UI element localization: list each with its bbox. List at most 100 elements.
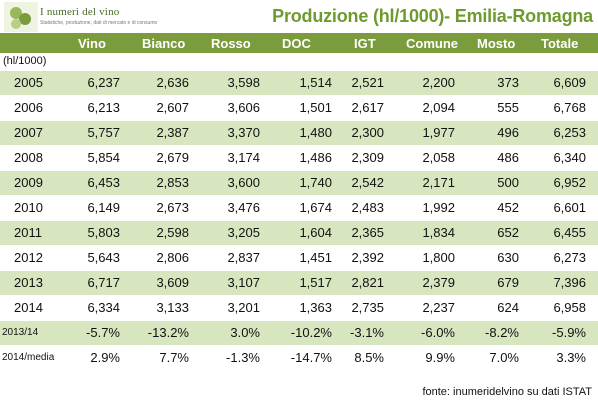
table-cell: 652 — [467, 219, 531, 245]
table-cell: 5,803 — [68, 219, 132, 245]
table-cell: 1,517 — [272, 269, 344, 295]
column-header: Bianco — [142, 35, 186, 51]
table-cell: 496 — [467, 119, 531, 145]
table-cell: 7.7% — [132, 344, 201, 370]
table-cell: 6,237 — [68, 69, 132, 95]
table-row: 2014 6,334 3,133 3,201 1,363 2,735 2,237 624 6,9… — [0, 294, 598, 320]
table-row: 2006 6,213 2,607 3,606 1,501 2,617 2,094 555 6,7… — [0, 94, 598, 120]
column-header — [0, 33, 68, 53]
table-cell: 2,636 — [132, 69, 201, 95]
table-cell: 2,806 — [132, 244, 201, 270]
table-cell: 2,617 — [344, 94, 396, 120]
table-row: 2005 6,237 2,636 3,598 1,514 2,521 2,200 373 6,6… — [0, 69, 598, 95]
table-cell: 3,600 — [201, 169, 272, 195]
table-cell: 6,768 — [531, 94, 598, 120]
table-cell: -3.1% — [344, 319, 396, 345]
table-cell: 5,854 — [68, 144, 132, 170]
grape-logo-icon — [4, 2, 38, 32]
row-label: 2014/media — [0, 344, 68, 370]
table-row: 2011 5,803 2,598 3,205 1,604 2,365 1,834 652 6,4… — [0, 219, 598, 245]
table-cell: 6,253 — [531, 119, 598, 145]
table-cell: 6,455 — [531, 219, 598, 245]
table-cell: 1,363 — [272, 294, 344, 320]
row-label: 2013 — [0, 269, 68, 295]
table-header-row: Vino Bianco Rosso DOC IGT Comune Mosto Totale — [0, 33, 598, 53]
table-cell: 2,853 — [132, 169, 201, 195]
table-cell: 2,200 — [396, 69, 467, 95]
table-cell: 6,340 — [531, 144, 598, 170]
column-header: Rosso — [211, 35, 251, 51]
table-row: 2008 5,854 2,679 3,174 1,486 2,309 2,058 486 6,3… — [0, 144, 598, 170]
column-header: DOC — [282, 35, 311, 51]
table-cell: 2,094 — [396, 94, 467, 120]
table-cell: 3.0% — [201, 319, 272, 345]
table-cell: -5.7% — [68, 319, 132, 345]
column-header: Comune — [406, 35, 458, 51]
logo-subtitle: Statistiche, produzione, dati di mercato… — [40, 20, 158, 26]
table-cell: 1,501 — [272, 94, 344, 120]
table-cell: 2.9% — [68, 344, 132, 370]
table-cell: 679 — [467, 269, 531, 295]
table-cell: 3,598 — [201, 69, 272, 95]
row-label: 2014 — [0, 294, 68, 320]
row-label: 2011 — [0, 219, 68, 245]
table-cell: 486 — [467, 144, 531, 170]
table-cell: 8.5% — [344, 344, 396, 370]
row-label: 2005 — [0, 69, 68, 95]
table-cell: 3,609 — [132, 269, 201, 295]
table-row: 2013/14 -5.7% -13.2% 3.0% -10.2% -3.1% -6.0% -8… — [0, 319, 598, 345]
table-cell: 2,837 — [201, 244, 272, 270]
table-cell: 2,379 — [396, 269, 467, 295]
table-cell: 1,674 — [272, 194, 344, 220]
table-cell: 2,542 — [344, 169, 396, 195]
table-cell: 624 — [467, 294, 531, 320]
table-cell: 2,171 — [396, 169, 467, 195]
table-cell: 2,392 — [344, 244, 396, 270]
table-cell: 3,370 — [201, 119, 272, 145]
table-cell: 2,300 — [344, 119, 396, 145]
row-label: 2013/14 — [0, 319, 68, 345]
table-cell: 373 — [467, 69, 531, 95]
table-cell: 5,643 — [68, 244, 132, 270]
production-table: Vino Bianco Rosso DOC IGT Comune Mosto Totale (… — [0, 33, 598, 370]
logo: I numeri del vino Statistiche, produzion… — [4, 2, 184, 32]
table-cell: 6,601 — [531, 194, 598, 220]
table-cell: 6,958 — [531, 294, 598, 320]
table-cell: 6,717 — [68, 269, 132, 295]
table-cell: 1,514 — [272, 69, 344, 95]
column-header: Mosto — [477, 35, 516, 51]
column-header: IGT — [354, 35, 376, 51]
table-cell: 6,273 — [531, 244, 598, 270]
table-cell: 6,334 — [68, 294, 132, 320]
table-cell: 2,607 — [132, 94, 201, 120]
table-cell: 2,598 — [132, 219, 201, 245]
table-cell: 2,679 — [132, 144, 201, 170]
table-cell: 1,486 — [272, 144, 344, 170]
row-label: 2008 — [0, 144, 68, 170]
table-cell: 6,609 — [531, 69, 598, 95]
table-cell: 6,952 — [531, 169, 598, 195]
table-cell: 500 — [467, 169, 531, 195]
table-cell: 2,058 — [396, 144, 467, 170]
table-cell: 2,309 — [344, 144, 396, 170]
table-cell: 7.0% — [467, 344, 531, 370]
row-label: 2007 — [0, 119, 68, 145]
row-label: 2012 — [0, 244, 68, 270]
table-cell: 3,107 — [201, 269, 272, 295]
table-cell: 1,480 — [272, 119, 344, 145]
table-cell: -5.9% — [531, 319, 598, 345]
source-note: fonte: inumeridelvino su dati ISTAT — [422, 386, 592, 398]
table-row: 2014/media 2.9% 7.7% -1.3% -14.7% 8.5% 9.9% 7.0… — [0, 344, 598, 370]
table-cell: 3,174 — [201, 144, 272, 170]
table-cell: -10.2% — [272, 319, 344, 345]
column-header: Vino — [78, 35, 106, 51]
table-cell: 3,133 — [132, 294, 201, 320]
table-cell: 2,237 — [396, 294, 467, 320]
table-cell: -14.7% — [272, 344, 344, 370]
table-cell: 2,673 — [132, 194, 201, 220]
table-cell: 630 — [467, 244, 531, 270]
table-cell: 9.9% — [396, 344, 467, 370]
page-title: Produzione (hl/1000)- Emilia-Romagna — [272, 6, 593, 26]
table-cell: 2,365 — [344, 219, 396, 245]
table-cell: 1,604 — [272, 219, 344, 245]
